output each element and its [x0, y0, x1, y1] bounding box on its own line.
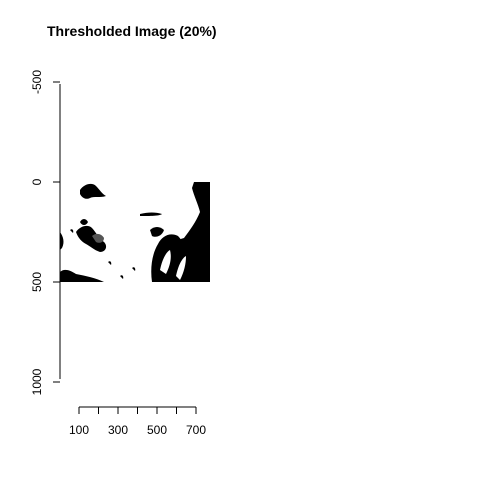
image-dark-streak — [140, 212, 162, 216]
x-tick-label: 700 — [186, 423, 206, 437]
image-dark-region-top — [80, 183, 106, 199]
y-ticks: -500 0 500 1000 — [30, 70, 60, 395]
x-tick-label: 500 — [147, 423, 167, 437]
y-tick-label: -500 — [30, 70, 44, 94]
x-ticks: 100 300 500 700 — [69, 407, 206, 437]
thresholded-image — [60, 182, 210, 282]
chart-title: Thresholded Image (20%) — [47, 23, 217, 39]
image-dark-dots — [70, 219, 88, 233]
y-tick-label: 1000 — [30, 368, 44, 395]
image-dark-region-eye — [76, 225, 107, 252]
y-tick-label: 500 — [30, 272, 44, 292]
image-dark-region-left — [60, 232, 64, 250]
x-tick-label: 300 — [108, 423, 128, 437]
image-light-patch-2 — [176, 256, 186, 280]
x-tick-label: 100 — [69, 423, 89, 437]
image-dark-specks — [108, 261, 136, 279]
image-dark-ear — [150, 227, 164, 237]
image-gray-spot — [92, 233, 104, 243]
image-dark-region-bottom-left — [60, 269, 104, 282]
image-light-patch-1 — [160, 250, 171, 274]
y-tick-label: 0 — [30, 178, 44, 185]
